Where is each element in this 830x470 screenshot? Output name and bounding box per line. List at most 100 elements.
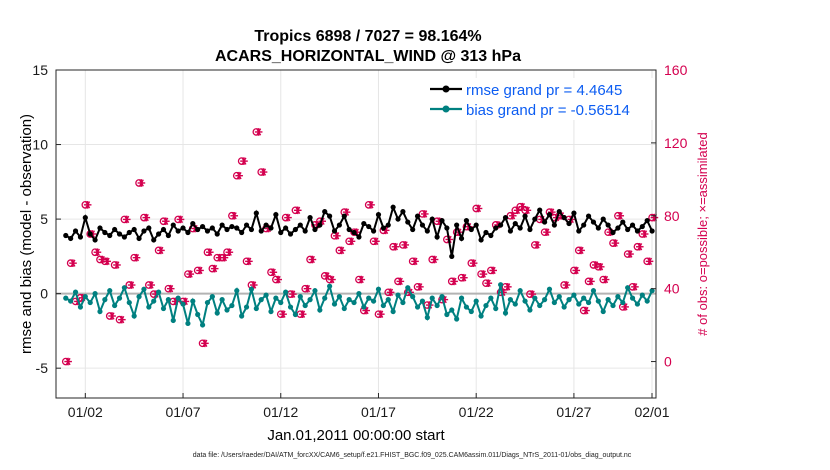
assimilated-obs-point — [523, 206, 532, 215]
bias-point — [600, 308, 606, 315]
assimilated-obs-point — [587, 277, 595, 286]
assimilated-obs-point — [132, 253, 141, 262]
assimilated-obs-point — [303, 284, 312, 293]
rmse-point — [209, 225, 215, 231]
rmse-point — [204, 228, 211, 234]
rmse-point — [370, 228, 377, 234]
assimilated-obs-point — [635, 242, 644, 251]
bias-point — [468, 308, 474, 315]
bias-point — [585, 299, 592, 306]
bias-point — [160, 305, 167, 312]
bias-point — [620, 299, 626, 306]
bias-point — [112, 302, 118, 309]
rmse-point — [258, 228, 264, 234]
rmse-point — [512, 220, 518, 227]
bias-point — [458, 295, 465, 301]
rmse-point — [317, 222, 323, 228]
assimilated-obs-point — [518, 202, 527, 211]
rmse-point — [199, 223, 206, 230]
assimilated-obs-point — [508, 211, 517, 220]
assimilated-obs-point — [83, 201, 92, 209]
bias-point — [283, 289, 289, 295]
bias-point — [243, 304, 250, 310]
rmse-point — [68, 235, 74, 242]
legend-rmse-marker — [442, 85, 450, 93]
assimilated-obs-point — [176, 215, 185, 224]
bias-point — [175, 295, 181, 301]
bias-point — [229, 302, 235, 309]
assimilated-obs-point — [347, 237, 356, 246]
bias-point — [302, 302, 308, 309]
rmse-point — [424, 228, 430, 234]
rmse-point — [454, 222, 460, 228]
rmse-point — [268, 225, 274, 231]
rmse-point — [532, 216, 538, 222]
y-tick-label-right: 160 — [664, 62, 688, 78]
bias-point — [209, 294, 215, 300]
x-tick-label: 01/17 — [361, 404, 396, 420]
rmse-point — [517, 225, 523, 231]
rmse-point — [77, 234, 84, 240]
bias-point — [165, 297, 171, 303]
rmse-point — [278, 229, 284, 236]
rmse-point — [590, 219, 597, 225]
legend-bias-label: bias grand pr = -0.56514 — [466, 102, 630, 119]
rmse-point — [151, 237, 157, 243]
bias-point — [366, 295, 372, 301]
rmse-point — [600, 216, 606, 222]
rmse-point — [141, 228, 147, 234]
rmse-point — [185, 229, 191, 236]
assimilated-obs-point — [582, 306, 590, 315]
assimilated-obs-point — [626, 250, 634, 258]
y-tick-label-left: 15 — [32, 62, 48, 78]
bias-point — [346, 297, 352, 303]
rmse-point — [283, 225, 289, 231]
rmse-point — [463, 217, 470, 224]
assimilated-obs-point — [215, 253, 224, 262]
assimilated-obs-point — [484, 279, 493, 287]
rmse-point — [287, 231, 294, 237]
rmse-point — [292, 226, 299, 233]
assimilated-obs-point — [186, 270, 195, 278]
rmse-point — [102, 229, 108, 236]
bias-point — [131, 313, 137, 319]
rmse-point — [439, 217, 445, 224]
assimilated-obs-point — [337, 246, 346, 255]
bias-point — [502, 310, 509, 316]
rmse-point — [546, 212, 553, 218]
assimilated-obs-point — [396, 277, 405, 286]
bias-point — [126, 299, 132, 306]
bias-point — [419, 298, 426, 304]
rmse-point — [507, 228, 513, 234]
bias-point — [463, 304, 470, 310]
assimilated-obs-point — [450, 277, 458, 286]
bias-point — [77, 304, 84, 310]
assimilated-obs-point — [357, 275, 366, 284]
rmse-point — [644, 217, 650, 224]
bias-point — [248, 286, 255, 292]
rmse-point — [620, 219, 626, 225]
bias-point — [307, 297, 313, 303]
bias-point — [278, 299, 284, 306]
y-tick-label-left: 0 — [40, 286, 48, 302]
rmse-point — [434, 234, 440, 240]
bias-point — [405, 285, 411, 291]
bias-point — [234, 288, 240, 294]
bias-point — [639, 292, 645, 298]
rmse-point — [537, 207, 543, 213]
bias-point — [180, 301, 186, 307]
y-tick-label-right: 120 — [664, 135, 688, 151]
rmse-point — [97, 225, 103, 231]
assimilated-obs-point — [572, 266, 581, 275]
assimilated-obs-point — [479, 270, 488, 278]
assimilated-obs-point — [230, 211, 239, 220]
bias-point — [287, 304, 294, 310]
rmse-point — [195, 226, 201, 233]
assimilated-obs-point — [504, 283, 512, 291]
assimilated-obs-point — [308, 255, 317, 264]
assimilated-obs-point — [118, 315, 126, 324]
rmse-point — [307, 215, 313, 221]
assimilated-obs-point — [645, 257, 654, 266]
bias-point — [390, 308, 396, 315]
assimilated-obs-point — [196, 266, 204, 275]
